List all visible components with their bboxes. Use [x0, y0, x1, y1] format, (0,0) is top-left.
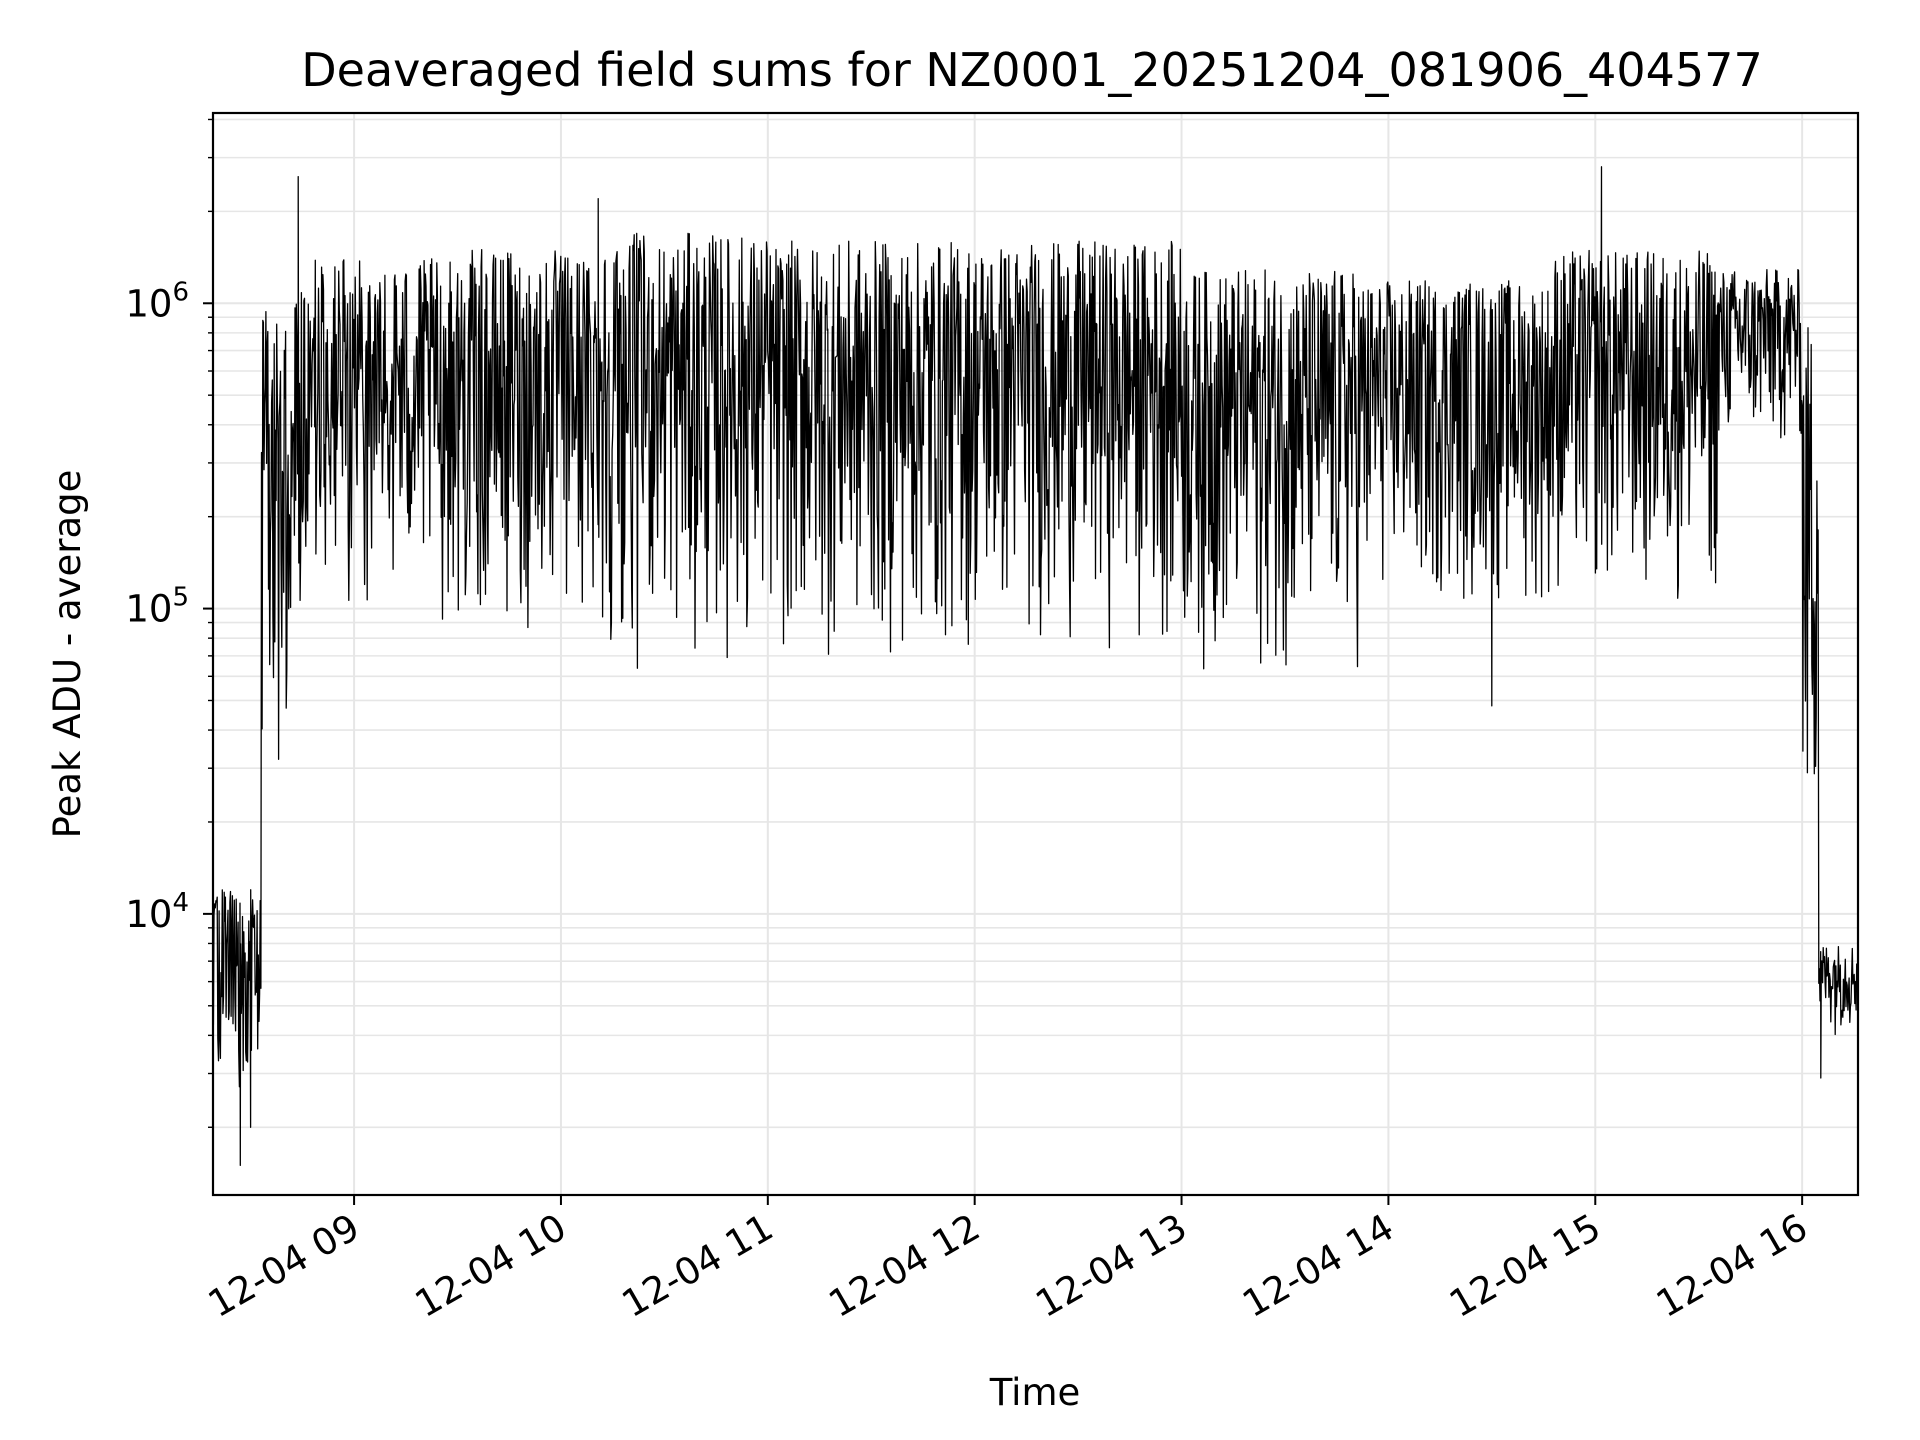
plot-frame: [211, 111, 1860, 1197]
series-layer: [212, 166, 1859, 1167]
y-axis-label: Peak ADU - average: [46, 470, 89, 839]
y-tick-label: 106: [125, 277, 189, 325]
chart-title: Deaveraged field sums for NZ0001_2025120…: [301, 43, 1762, 97]
y-tick-label: 104: [125, 888, 189, 936]
x-axis-label: Time: [989, 1371, 1081, 1414]
series-line: [212, 166, 1859, 1167]
y-tick-label: 105: [125, 583, 189, 631]
